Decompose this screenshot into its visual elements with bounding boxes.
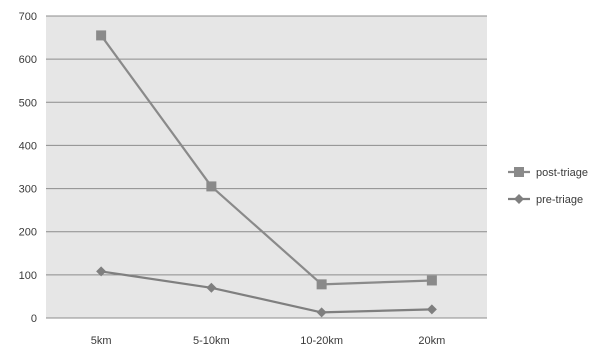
pre-triage-point (316, 307, 327, 318)
legend-label: post-triage (536, 167, 588, 179)
y-tick-label: 100 (19, 270, 37, 282)
pre-triage-point (206, 282, 217, 293)
x-tick-label: 20km (418, 335, 445, 347)
post-triage-line (100, 34, 433, 286)
post-triage-point (316, 279, 327, 290)
legend-marker (514, 194, 524, 204)
series-group (96, 30, 437, 290)
y-tick-label: 300 (19, 184, 37, 196)
pre-triage-line (100, 270, 433, 314)
y-tick-label: 500 (19, 97, 37, 109)
axis-labels: 0 100 200 300 400 500 600 700 5km 5-10km 10-20km 20… (19, 11, 446, 347)
x-tick-label: 5-10km (193, 335, 230, 347)
series-group (96, 266, 437, 318)
y-tick-label: 0 (31, 313, 37, 325)
y-tick-label: 200 (19, 227, 37, 239)
y-tick-label: 600 (19, 54, 37, 66)
pre-triage-point (426, 304, 437, 315)
x-tick-label: 10-20km (300, 335, 343, 347)
pre-triage-point (96, 266, 107, 277)
legend-item-post-triage: post-triage (508, 167, 588, 179)
y-tick-label: 400 (19, 140, 37, 152)
legend-label: pre-triage (536, 194, 583, 206)
x-tick-label: 5km (91, 335, 112, 347)
series-layer (96, 30, 437, 318)
post-triage-point (426, 275, 437, 286)
legend: post-triage pre-triage (508, 167, 588, 206)
post-triage-point (206, 181, 217, 192)
y-tick-label: 700 (19, 11, 37, 23)
plot-area (46, 16, 487, 318)
legend-marker (514, 167, 524, 177)
post-triage-point (96, 30, 107, 41)
plot-background (46, 16, 487, 318)
legend-item-pre-triage: pre-triage (508, 194, 583, 206)
